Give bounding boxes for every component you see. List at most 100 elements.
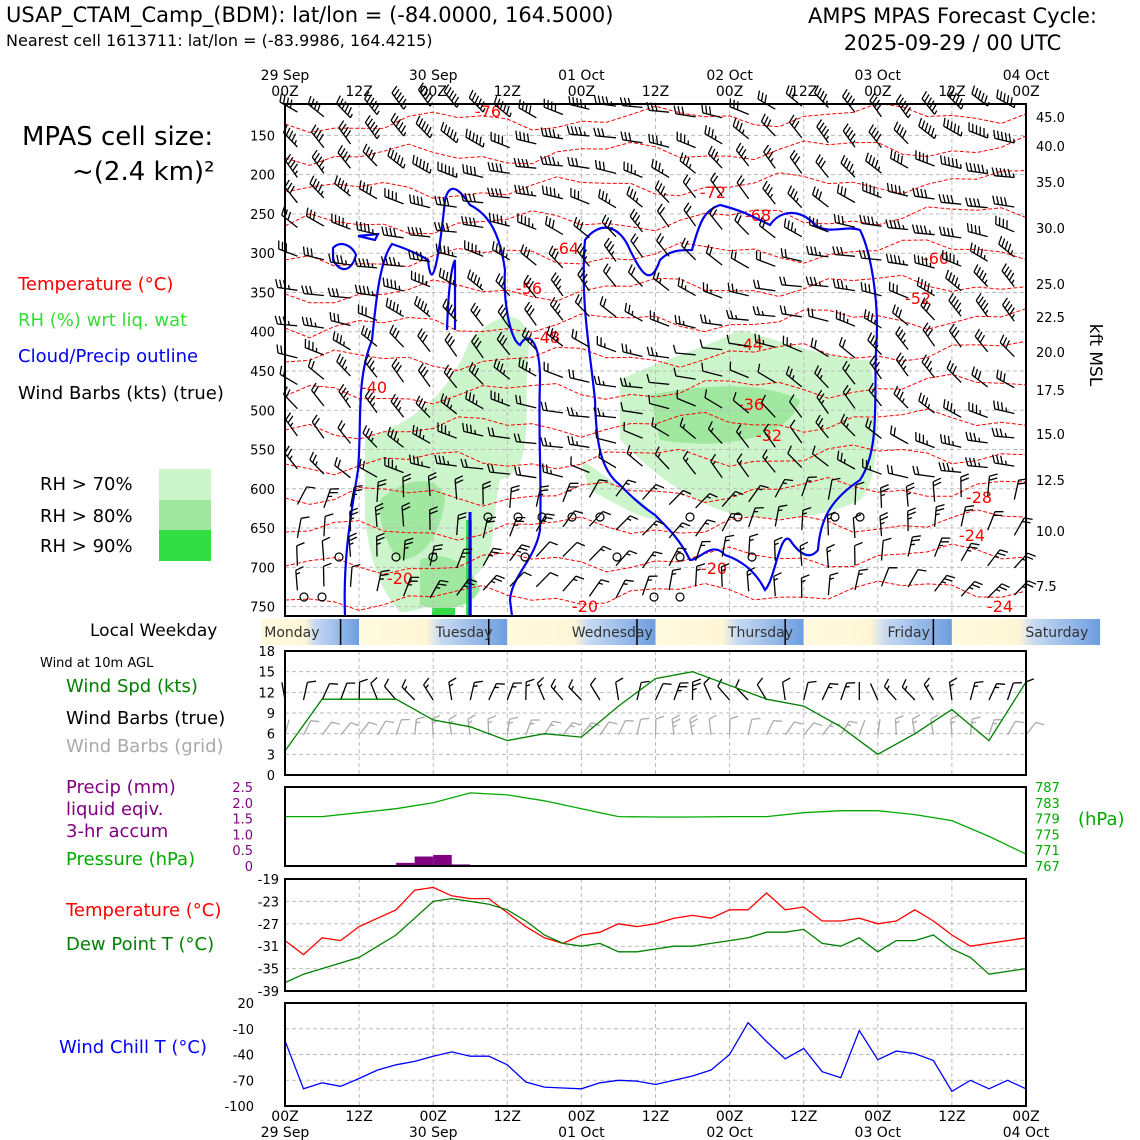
cross-section-wind-barb [727,282,749,297]
cross-section-wind-barb [515,394,537,409]
temperature-contour-label: -20 [387,569,413,588]
cross-section-wind-barb [966,223,988,238]
rh80-region [379,481,445,560]
cross-section-wind-barb [853,541,863,566]
cross-section-wind-barb [971,366,989,388]
cross-section-wind-barb [410,270,431,288]
kft-axis-label: kft MSL [1085,324,1105,387]
cross-section-wind-barb [284,445,298,470]
cross-section-wind-barb [838,336,856,359]
cross-section-wind-barb [801,506,812,531]
cross-section-wind-barb [465,128,485,148]
wind-barb-true [506,682,523,701]
cross-section-wind-barb [880,484,890,508]
calm-wind-marker [612,552,622,562]
pressure-tick-label: 150 [250,129,275,144]
cross-section-wind-barb [840,413,856,437]
precip-panel-frame [284,786,1027,867]
pressure-label: Pressure (hPa) [66,849,196,870]
cross-section-wind-barb [827,572,839,596]
cross-section-wind-barb [642,520,665,536]
cross-section-wind-barb [540,401,563,414]
weekday-label: Monday [264,625,319,641]
cross-section-wind-barb [384,457,404,474]
cross-section-wind-barb [816,389,829,414]
cross-section-wind-barb [627,264,643,287]
temperature-contour-label: -24 [959,526,985,545]
calm-wind-marker [675,552,685,562]
cross-section-wind-barb [302,246,325,261]
cross-section-wind-barb [774,478,794,498]
cross-section-wind-barb [566,125,590,137]
temperature-contour [284,274,1027,304]
wind-barb-grid [599,721,618,736]
cross-section-wind-barb [355,221,378,236]
cross-section-wind-barb [541,185,564,200]
cross-section-wind-barb [332,331,351,351]
cross-section-wind-barb [413,295,431,318]
legend-rh70-label: RH > 70% [40,474,133,495]
wind-barb-grid [988,718,1003,736]
cross-section-wind-barb [736,175,750,200]
cross-section-wind-barb [1013,517,1033,536]
temperature-contour [284,170,1027,199]
cross-section-wind-barb [732,391,750,414]
cross-section-wind-barb [760,113,776,137]
cross-section-wind-barb [809,216,829,233]
calm-wind-marker [733,512,743,522]
cross-section-wind-barb [427,472,437,497]
cross-section-wind-barb [465,390,484,410]
cross-section-wind-barb [811,186,829,208]
cross-section-wind-barb [362,425,378,448]
wind-barb-true [803,680,817,701]
cross-section-wind-barb [336,353,351,377]
wind-barb-true [488,682,505,701]
cross-section-wind-barb [905,482,915,507]
cross-section-wind-barb [922,322,936,347]
wind-barb-true [370,677,379,701]
temperature-contour-label: -28 [966,488,992,507]
cross-section-wind-barb [496,331,511,356]
cross-section-wind-barb [588,479,608,498]
wind-barb-grid [321,721,340,736]
cross-section-wind-barb [649,310,670,327]
cross-section-wind-barb [514,184,537,197]
cross-section-wind-barb [987,549,1009,567]
cross-section-wind-barb [360,325,378,347]
cross-section-wind-barb [907,535,921,557]
cross-section-wind-barb [748,533,759,557]
cross-section-wind-barb [701,104,723,119]
cross-section-wind-barb [415,395,431,419]
cross-section-wind-barb [646,346,670,359]
cross-section-wind-barb [805,276,829,288]
cross-section-wind-barb [938,193,962,205]
cross-section-wind-barb [879,512,889,537]
wind-barb-true [568,679,582,701]
cross-section-wind-barb [567,156,590,169]
top-date-label: 03 Oct [855,68,902,84]
cross-section-wind-barb [429,506,438,530]
station-title: USAP_CTAM_Camp_(BDM): lat/lon = (-84.000… [6,3,614,27]
cross-section-wind-barb [468,362,484,385]
cross-section-wind-barb [402,576,420,597]
cross-section-wind-barb [362,143,378,167]
pressure-tick-label: 775 [1035,828,1060,843]
wind-barb-true [840,682,856,701]
wind-barb-true [448,677,457,701]
cross-section-wind-barb [912,465,935,478]
cross-section-wind-barb [629,208,644,233]
pressure-tick-label: 650 [250,522,275,537]
cross-section-wind-barb [509,544,531,562]
cross-section-wind-barb [408,454,431,469]
cross-section-wind-barb [859,214,882,227]
weekday-band [261,619,360,645]
cross-section-wind-barb [704,125,723,145]
cross-section-wind-barb [969,242,989,262]
wind-speed-line [284,671,1027,756]
cross-section-wind-barb [907,507,916,532]
windchill-tick-label: -70 [233,1074,254,1089]
cross-section-wind-barb [676,389,696,407]
temp-tick-label: -35 [258,963,279,978]
cross-section-wind-barb [615,479,637,497]
